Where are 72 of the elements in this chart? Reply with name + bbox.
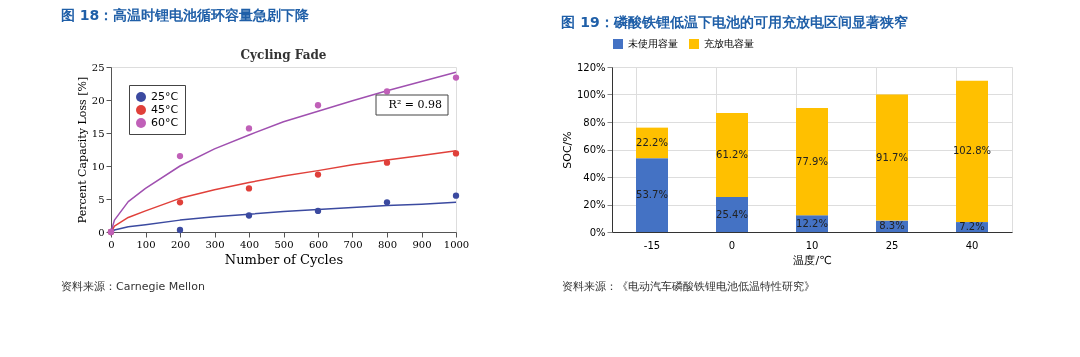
bar [876,94,908,221]
data-label: 91.7% [876,151,908,163]
point [245,125,253,132]
chart-title: 图 19：磷酸铁锂低温下电池的可用充放电区间显著狭窄 [561,14,908,30]
x-tick-label: 500 [274,238,294,250]
point [314,171,322,178]
y-axis-title: Percent Capacity Loss [%] [75,76,89,224]
point [245,185,253,192]
annotation: R² = 0.98 [388,98,442,111]
data-label: 61.2% [716,149,748,160]
point [314,207,322,215]
y-tick-label: 20 [91,94,105,106]
y-tick-label: 25 [91,61,105,73]
y-tick-label: 20% [583,199,606,210]
legend-label: 充放电容量 [704,38,754,49]
x-tick-label: 0 [108,238,115,250]
data-label: 77.9% [796,155,828,167]
x-tick-label: 10 [805,239,819,251]
x-tick-label: 600 [308,238,329,250]
x-tick-label: -15 [643,239,661,251]
x-tick-label: 25 [885,239,899,251]
x-tick-label: 100 [136,238,156,250]
text: 资料来源：《电动汽车磷酸铁锂电池低温特性研究》 [562,280,815,293]
x-axis-title: Number of Cycles [224,251,344,267]
point [383,88,391,95]
bar [796,108,828,216]
data-label: 7.2% [959,221,985,233]
chart-title: 图 18：高温时锂电池循环容量急剧下降 [61,7,311,23]
point [245,212,253,219]
y-tick-label: 0 [98,226,105,238]
point [452,192,460,199]
x-tick-label: 900 [412,238,432,250]
chart-subtitle: Cycling Fade [240,48,327,62]
y-axis-title: SOC/% [560,131,574,169]
x-tick-label: 800 [377,238,398,250]
x-axis-title: 温度/℃ [793,253,832,267]
legend-label: 45°C [151,103,179,116]
y-tick-label: 5 [98,193,105,205]
legend-label: 60°C [151,116,179,129]
x-tick-label: 400 [239,238,260,250]
point [452,74,460,81]
bar [636,158,668,232]
point [314,102,322,109]
x-tick-label: 700 [343,238,363,250]
y-tick-label: 60% [583,144,606,155]
x-tick-label: 40 [965,239,979,251]
data-label: 12.2% [796,217,828,229]
x-tick-label: 300 [205,238,225,250]
data-label: 22.2% [636,136,668,148]
point [383,159,391,166]
y-tick-label: 15 [91,127,105,139]
x-tick-label: 0 [728,239,736,251]
point [176,199,184,206]
point [176,152,184,160]
text: 资料来源：Carnegie Mellon [61,280,205,293]
y-tick-label: 40% [583,171,606,183]
legend-label: 未使用容量 [628,38,678,49]
data-label: 8.3% [879,220,905,232]
x-tick-label: 1000 [443,238,470,250]
y-tick-label: 0% [589,226,606,238]
point [383,199,391,206]
legend-label: 25°C [151,90,179,103]
data-label: 25.4% [716,208,748,220]
data-label: 53.7% [636,189,668,201]
point [452,150,460,157]
y-tick-label: 80% [583,116,606,128]
y-tick-label: 100% [576,89,606,100]
y-tick-label: 10 [91,160,105,172]
bar [716,112,748,198]
y-tick-label: 120% [576,61,606,73]
point [176,226,184,234]
x-tick-label: 200 [170,238,191,250]
